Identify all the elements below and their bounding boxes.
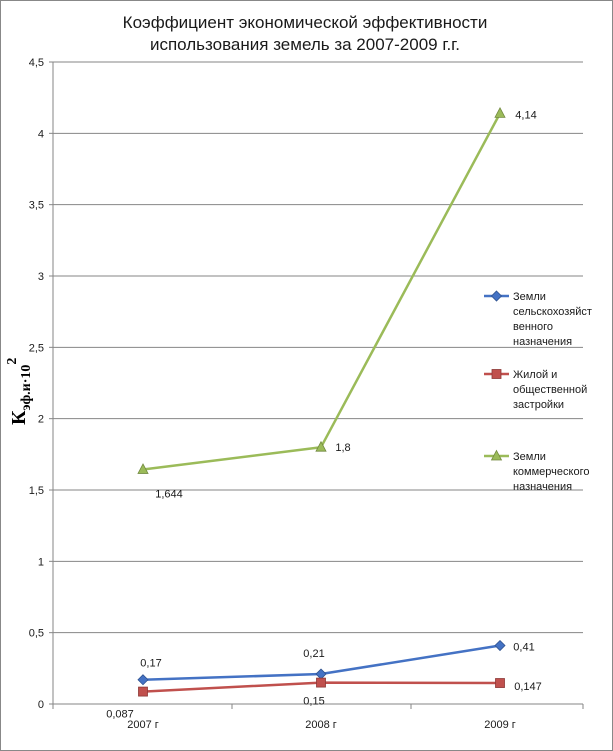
x-tick-label: 2009 г <box>484 719 516 731</box>
y-axis-title-subscript: эф.и <box>19 383 34 410</box>
data-point-marker <box>494 639 506 652</box>
y-tick-label: 1,5 <box>29 485 44 497</box>
legend: Земли сельскохозяйст венного назначения Жило… <box>484 290 592 493</box>
y-tick-label: 1 <box>38 556 44 568</box>
y-tick-label: 3 <box>38 271 44 283</box>
series-group <box>137 107 506 697</box>
data-point-marker <box>490 290 503 302</box>
data-label: 0,147 <box>514 681 542 693</box>
series-line <box>142 112 502 471</box>
y-axis-title-superscript: 2 <box>5 358 20 365</box>
data-point-marker <box>491 369 502 379</box>
y-tick-label: 0 <box>38 699 44 711</box>
y-tick-label: 2,5 <box>29 342 44 354</box>
data-point-marker <box>137 674 149 686</box>
data-point-marker <box>138 686 148 697</box>
chart-title-line-2: использования земель за 2007-2009 г.г. <box>150 35 460 54</box>
data-point-marker <box>494 107 506 118</box>
x-tick-label: 2007 г <box>127 719 159 731</box>
data-label: 0,17 <box>140 658 161 670</box>
legend-label: Земли <box>513 451 546 463</box>
y-tick-label: 0,5 <box>29 628 44 640</box>
data-label: 0,15 <box>303 696 324 708</box>
data-label: 1,8 <box>335 442 350 454</box>
y-tick-label: 2 <box>38 414 44 426</box>
data-point-marker <box>316 677 326 688</box>
data-point-marker <box>137 463 149 474</box>
legend-label: Земли <box>513 291 546 303</box>
chart-title-line-1: Коэффициент экономической эффективности <box>123 13 488 32</box>
data-point-marker <box>315 440 327 452</box>
data-point-marker <box>495 678 505 688</box>
y-axis-title-main: К <box>8 410 30 425</box>
data-point-marker <box>490 449 503 461</box>
y-axis-title-suffix: ·10 <box>19 365 34 384</box>
x-tick-label: 2008 г <box>305 719 337 731</box>
legend-label: венного <box>513 321 553 333</box>
legend-label: назначения <box>513 336 572 348</box>
svg-text:Кэф.и·102: Кэф.и·102 <box>5 358 34 425</box>
legend-label: назначения <box>513 481 572 493</box>
data-labels: 0,17 0,21 0,41 0,087 0,15 0,147 1,644 1,8 4,14 <box>106 109 542 720</box>
data-label: 0,41 <box>513 642 534 654</box>
x-tick-labels: 2007 г 2008 г 2009 г <box>127 719 516 731</box>
y-axis-title: Кэф.и·102 <box>5 358 34 425</box>
data-label: 4,14 <box>515 109 536 121</box>
data-label: 0,087 <box>106 709 134 721</box>
data-label: 1,644 <box>155 488 183 500</box>
legend-label: застройки <box>513 399 564 411</box>
legend-label: сельскохозяйст <box>513 306 592 318</box>
legend-label: общественной <box>513 384 587 396</box>
data-label: 0,21 <box>303 648 324 660</box>
legend-label: Жилой и <box>513 369 557 381</box>
axes <box>52 62 583 705</box>
legend-label: коммерческого <box>513 466 589 478</box>
y-tick-label: 4,5 <box>29 57 44 69</box>
data-point-marker <box>315 668 327 680</box>
gridlines <box>49 61 584 709</box>
y-tick-labels: 0 0,5 1 1,5 2 2,5 3 3,5 4 4,5 <box>29 57 44 711</box>
y-tick-label: 4 <box>38 128 44 140</box>
y-tick-label: 3,5 <box>29 200 44 212</box>
